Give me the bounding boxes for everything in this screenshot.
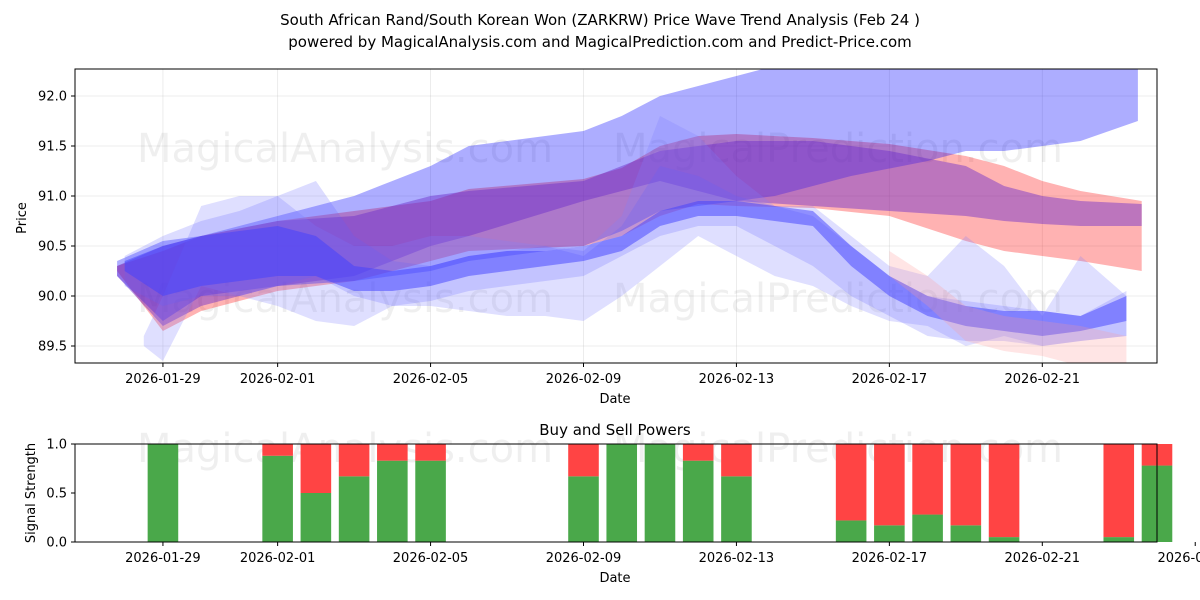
chart-title-line-2: powered by MagicalAnalysis.com and Magic… [288,33,912,51]
price-y-tick-label: 91.0 [38,190,67,205]
price-y-tick-label: 90.5 [38,240,67,255]
price-y-tick-label: 92.0 [38,90,67,105]
price-x-tick-label: 2026-02-17 [852,372,928,387]
band-blue-band-wide [117,69,1138,321]
signal-x-tick-label: 2026-02-05 [393,551,469,566]
buy-bar [835,520,867,542]
price-y-ticks: 89.5 90.0 90.5 91.0 91.5 92.0 [38,90,75,355]
chart-title-line-1: South African Rand/South Korean Won (ZAR… [280,11,920,29]
price-x-tick-label: 2026-02-09 [546,372,622,387]
signal-x-tick-label: 2026-02-17 [852,551,928,566]
sell-bar [874,444,905,526]
buy-bar [377,460,408,542]
buy-bar [721,476,752,542]
signal-x-tick-label: 2026-02-25 [1157,551,1200,566]
signal-x-label: Date [599,571,630,586]
buy-bar [912,514,943,542]
price-x-tick-label: 2026-01-29 [125,372,201,387]
buy-bar [262,455,293,542]
signal-y-tick-label: 1.0 [46,438,67,453]
price-y-tick-label: 90.0 [38,290,67,305]
sell-bar [377,444,408,461]
price-y-tick-label: 91.5 [38,140,67,155]
signal-y-ticks: 0.0 0.5 1.0 [46,438,75,551]
price-x-tick-label: 2026-02-13 [699,372,775,387]
buy-bar [415,460,446,542]
buy-bar [644,444,676,542]
price-x-label: Date [599,392,630,407]
band-red-band [117,134,1142,331]
sell-bar [950,444,982,526]
buy-bar [300,493,332,542]
price-x-ticks: 2026-01-29 2026-02-01 2026-02-05 2026-02-09… [125,363,1080,387]
sell-bar [338,444,370,477]
price-x-tick-label: 2026-02-21 [1005,372,1081,387]
price-bands [117,69,1142,363]
price-y-label: Price [15,202,30,234]
signal-bars [147,444,1173,542]
sell-bar [721,444,752,477]
sell-bar [988,444,1020,538]
signal-x-ticks: 2026-01-29 2026-02-01 2026-02-05 2026-02-09… [125,542,1200,566]
sell-bar [262,444,293,456]
sell-bar [835,444,867,521]
signal-y-tick-label: 0.0 [46,536,67,551]
sell-bar [1103,444,1135,538]
band-purple-band [117,141,1142,326]
sell-bar [912,444,943,515]
buy-bar [988,537,1020,542]
signal-y-tick-label: 0.5 [46,487,67,502]
watermark-magicalanalysis-upper: MagicalAnalysis.com [137,126,553,172]
band-pink-band-forecast [889,251,1127,363]
price-panel: MagicalAnalysis.com MagicalPrediction.co… [15,68,1158,407]
buy-bar [950,525,982,542]
signal-x-tick-label: 2026-02-21 [1005,551,1081,566]
signal-x-tick-label: 2026-01-29 [125,551,201,566]
watermark-magicalprediction-upper: MagicalPrediction.com [613,126,1063,172]
buy-bar [682,460,714,542]
buy-bar [568,476,599,542]
price-grid [75,69,1157,363]
band-blue-line-core [124,201,1127,336]
signal-panel: Buy and Sell Powers MagicalAnalysis.com … [24,421,1200,586]
price-plot-frame [74,68,1158,364]
buy-bar [338,476,370,542]
signal-x-tick-label: 2026-02-09 [546,551,622,566]
price-x-tick-label: 2026-02-01 [240,372,316,387]
sell-bar [568,444,599,477]
price-watermarks: MagicalAnalysis.com MagicalPrediction.co… [137,126,1063,322]
buy-bar [147,444,179,542]
signal-title: Buy and Sell Powers [539,421,691,439]
signal-x-tick-label: 2026-02-13 [699,551,775,566]
signal-x-tick-label: 2026-02-01 [240,551,316,566]
signal-y-label: Signal Strength [24,443,39,543]
sell-bar [415,444,446,461]
price-y-tick-label: 89.5 [38,340,67,355]
buy-bar [1103,537,1135,542]
sell-bar [300,444,332,493]
price-x-tick-label: 2026-02-05 [393,372,469,387]
buy-bar [874,525,905,542]
sell-bar [682,444,714,461]
buy-bar [606,444,638,542]
band-light-blue-wave-2 [124,166,1127,346]
